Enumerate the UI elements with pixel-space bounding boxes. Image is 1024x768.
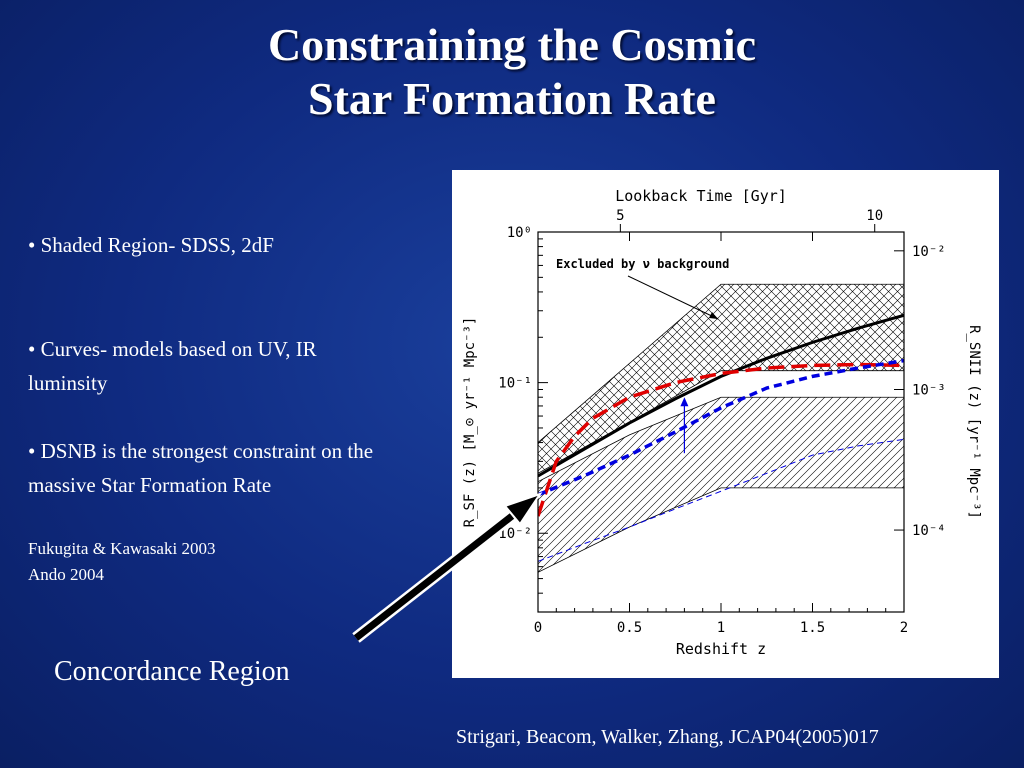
reference-fukugita: Fukugita & Kawasaki 2003: [28, 539, 216, 558]
x-tick-label: 0: [534, 620, 542, 636]
x-tick-label: 1: [717, 620, 725, 636]
title-line-1: Constraining the Cosmic: [267, 19, 757, 70]
y-tick-label: 10⁻¹: [498, 376, 532, 392]
right-tick-label: 10⁻²: [912, 244, 946, 260]
x-tick-label: 2: [900, 620, 908, 636]
bullet-dsnb: • DSNB is the strongest constraint on th…: [28, 439, 374, 497]
reference-ando: Ando 2004: [28, 565, 105, 584]
top-tick-label: 5: [616, 208, 624, 224]
concordance-region-label: Concordance Region: [54, 656, 290, 687]
observed-region-band: [538, 396, 904, 573]
x-axis-label: Redshift z: [676, 640, 766, 658]
star-formation-chart: 0 0.5 1 1.5 2 10⁰ 10⁻¹ 10⁻² 5 10 10⁻² 10⁻³ 10⁻⁴ Look…: [462, 187, 982, 658]
top-tick-label: 10: [866, 208, 883, 224]
y-tick-label: 10⁰: [507, 225, 532, 241]
series-line-blue-lower: [538, 438, 904, 562]
series-line-blue-model: [538, 358, 904, 497]
y-tick-label: 10⁻²: [498, 526, 532, 542]
title-line-2: Star Formation Rate: [308, 73, 716, 124]
right-axis-label: R_SNII (z) [yr⁻¹ Mpc⁻³]: [966, 325, 982, 519]
y-axis-label: R_SF (z) [M_⊙ yr⁻¹ Mpc⁻³]: [462, 317, 478, 528]
series-line-red-model: [538, 362, 904, 517]
right-tick-label: 10⁻⁴: [912, 523, 946, 539]
bullet-curves: • Curves- models based on UV, IR luminsi…: [28, 337, 317, 395]
chart-panel: 0 0.5 1 1.5 2 10⁰ 10⁻¹ 10⁻² 5 10 10⁻² 10⁻³ 10⁻⁴ Look…: [452, 170, 999, 678]
slide-title: Constraining the Cosmic Star Formation R…: [0, 18, 1024, 126]
x-tick-label: 0.5: [617, 620, 642, 636]
citation: Strigari, Beacom, Walker, Zhang, JCAP04(…: [456, 726, 879, 748]
annotation-pointer-head: [709, 312, 718, 319]
top-axis-label: Lookback Time [Gyr]: [615, 187, 787, 205]
bullet-shaded-region: • Shaded Region- SDSS, 2dF: [28, 233, 274, 257]
excluded-annotation: Excluded by ν background: [556, 257, 729, 271]
upper-limit-arrow-head: [680, 397, 689, 407]
right-tick-label: 10⁻³: [912, 383, 946, 399]
series-line-black-model: [538, 313, 904, 478]
excluded-region-band: [538, 283, 904, 474]
annotation-pointer: [627, 275, 719, 320]
x-tick-label: 1.5: [800, 620, 825, 636]
